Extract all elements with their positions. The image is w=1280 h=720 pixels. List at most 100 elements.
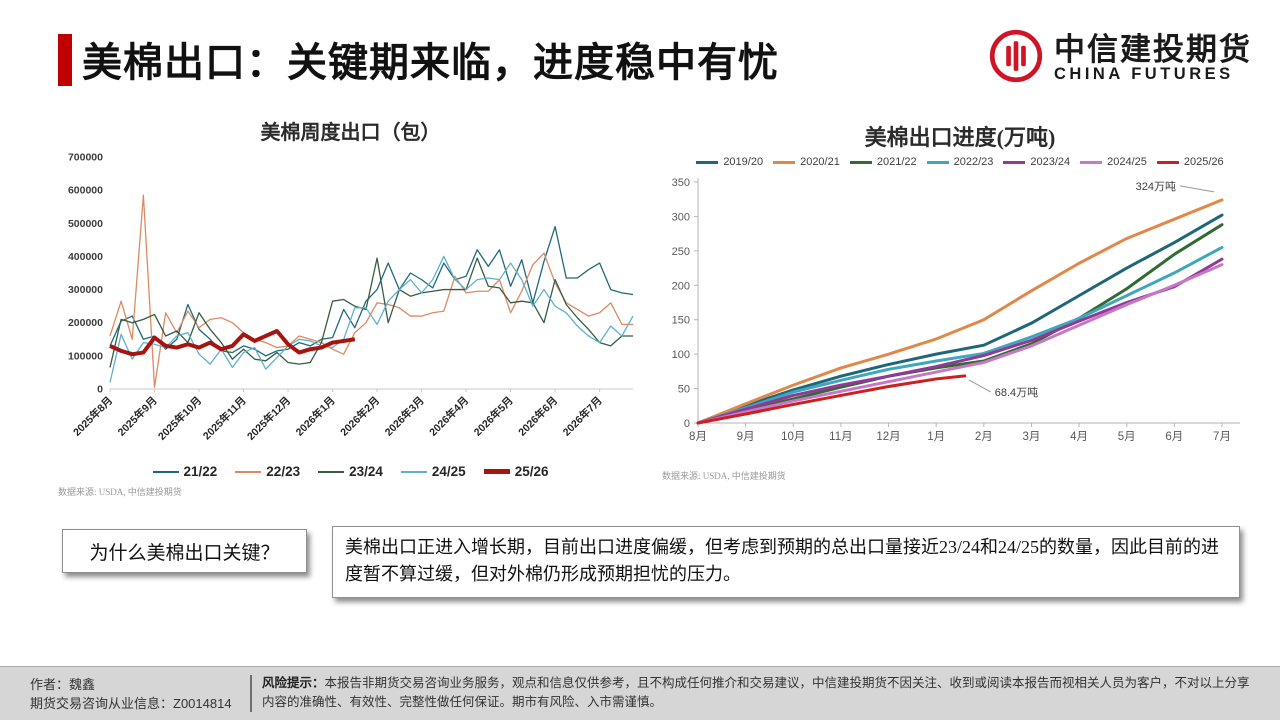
legend-swatch-icon xyxy=(318,470,345,473)
progress-chart-plot: 0 50 100 150 200 250 300 350 8月 9月 10月 11月 12月 1月 2月 3月… xyxy=(672,177,1240,443)
svg-text:7月: 7月 xyxy=(1213,431,1231,443)
footer-risk-label: 风险提示： xyxy=(262,676,325,690)
legend-label: 2023/24 xyxy=(1030,156,1071,168)
svg-text:11月: 11月 xyxy=(829,431,852,443)
svg-text:2025年9月: 2025年9月 xyxy=(115,394,160,439)
svg-text:2025年11月: 2025年11月 xyxy=(200,394,248,442)
svg-text:0: 0 xyxy=(97,384,103,396)
company-logo-icon xyxy=(988,28,1044,89)
legend-label: 2022/23 xyxy=(953,156,994,168)
legend-swatch-icon xyxy=(926,160,949,164)
svg-text:100: 100 xyxy=(672,349,690,361)
legend-item: 23/24 xyxy=(318,464,383,479)
svg-text:2026年4月: 2026年4月 xyxy=(427,394,472,439)
svg-text:9月: 9月 xyxy=(737,431,755,443)
legend-label: 22/23 xyxy=(266,464,301,479)
svg-text:350: 350 xyxy=(672,177,690,189)
question-text: 为什么美棉出口关键？ xyxy=(89,542,280,564)
legend-item: 21/22 xyxy=(152,464,218,479)
legend-label: 2025/26 xyxy=(1183,156,1224,168)
svg-text:4月: 4月 xyxy=(1070,431,1088,443)
company-logo: 中信建投期货 CHINA FUTURES xyxy=(988,28,1252,89)
footer-author-line1: 作者：魏鑫 xyxy=(30,677,96,692)
title-accent-bar xyxy=(58,34,72,86)
svg-text:100000: 100000 xyxy=(68,350,103,362)
legend-label: 2021/22 xyxy=(876,156,917,168)
answer-box: 美棉出口正进入增长期，目前出口进度偏缓，但考虑到预期的总出口量接近23/24和2… xyxy=(332,526,1240,598)
legend-item: 2022/23 xyxy=(926,156,994,168)
legend-swatch-icon xyxy=(849,160,872,164)
legend-item: 2025/26 xyxy=(1156,156,1224,168)
legend-swatch-icon xyxy=(152,470,179,473)
weekly-export-chart: 美棉周度出口（包） 0 100000 200000 300000 400000 50000… xyxy=(58,116,643,498)
progress-chart-legend: 2019/20 2020/21 2021/22 2022/23 2023/24 2024/… xyxy=(662,156,1258,168)
legend-label: 2020/21 xyxy=(800,156,840,168)
legend-item: 25/26 xyxy=(483,464,549,479)
footer-risk-text: 本报告非期货交易咨询业务服务，观点和信息仅供参考，且不构成任何推介和交易建议，中… xyxy=(262,676,1250,710)
svg-text:2026年1月: 2026年1月 xyxy=(293,394,338,439)
weekly-chart-plot: 0 100000 200000 300000 400000 500000 600000 700… xyxy=(68,152,634,443)
progress-chart: 美棉出口进度(万吨) 2019/20 2020/21 2021/22 2022/23 2… xyxy=(662,120,1258,482)
legend-swatch-icon xyxy=(1080,160,1103,164)
footer-risk: 风险提示：本报告非期货交易咨询业务服务，观点和信息仅供参考，且不构成任何推介和交… xyxy=(262,674,1252,713)
svg-text:2026年2月: 2026年2月 xyxy=(337,394,382,439)
weekly-chart-source: 数据来源: USDA, 中信建投期货 xyxy=(58,487,182,497)
legend-item: 2019/20 xyxy=(696,156,763,168)
footer: 作者：魏鑫 期货交易咨询从业信息：Z0014814 风险提示：本报告非期货交易咨… xyxy=(0,666,1280,720)
question-box: 为什么美棉出口关键？ xyxy=(62,529,307,573)
svg-text:400000: 400000 xyxy=(68,251,103,263)
svg-text:5月: 5月 xyxy=(1118,431,1136,443)
svg-text:2026年7月: 2026年7月 xyxy=(560,394,605,439)
svg-text:2月: 2月 xyxy=(975,431,993,443)
svg-text:300000: 300000 xyxy=(68,284,103,296)
legend-label: 2024/25 xyxy=(1107,156,1147,168)
svg-text:700000: 700000 xyxy=(68,152,103,164)
svg-text:6月: 6月 xyxy=(1165,431,1183,443)
annotation-68: 68.4万吨 xyxy=(995,386,1038,399)
svg-text:200: 200 xyxy=(672,280,690,292)
legend-item: 22/23 xyxy=(235,464,300,479)
answer-text: 美棉出口正进入增长期，目前出口进度偏缓，但考虑到预期的总出口量接近23/24和2… xyxy=(345,537,1219,584)
svg-text:1月: 1月 xyxy=(927,431,945,443)
svg-text:8月: 8月 xyxy=(689,431,707,443)
legend-label: 23/24 xyxy=(349,464,383,479)
legend-label: 21/22 xyxy=(183,464,218,479)
svg-text:2026年3月: 2026年3月 xyxy=(382,394,427,439)
legend-item: 2023/24 xyxy=(1003,156,1070,168)
svg-text:2025年8月: 2025年8月 xyxy=(70,394,115,439)
footer-author-line2: 期货交易咨询从业信息：Z0014814 xyxy=(30,695,232,711)
legend-item: 2021/22 xyxy=(849,156,917,168)
legend-label: 24/25 xyxy=(431,464,466,479)
svg-text:300: 300 xyxy=(672,211,690,223)
legend-swatch-icon xyxy=(773,160,796,164)
svg-text:3月: 3月 xyxy=(1023,431,1041,443)
legend-swatch-icon xyxy=(1156,160,1179,164)
weekly-chart-title: 美棉周度出口（包） xyxy=(260,122,441,144)
legend-swatch-icon xyxy=(235,470,262,473)
svg-text:600000: 600000 xyxy=(68,185,103,197)
page-title: 美棉出口：关键期来临，进度稳中有忧 xyxy=(82,41,779,85)
svg-text:500000: 500000 xyxy=(68,218,103,230)
progress-chart-source: 数据来源: USDA, 中信建投期货 xyxy=(662,471,786,481)
svg-text:150: 150 xyxy=(672,315,690,327)
legend-label: 2019/20 xyxy=(723,156,764,168)
legend-item: 2024/25 xyxy=(1080,156,1147,168)
svg-text:200000: 200000 xyxy=(68,317,103,329)
legend-swatch-icon xyxy=(1003,160,1026,164)
legend-swatch-icon xyxy=(483,469,510,474)
footer-author: 作者：魏鑫 期货交易咨询从业信息：Z0014814 xyxy=(30,676,232,714)
svg-text:10月: 10月 xyxy=(781,431,805,443)
svg-text:50: 50 xyxy=(678,384,690,396)
weekly-chart-legend: 21/22 22/23 23/24 24/25 25/26 xyxy=(58,464,643,479)
annotation-324: 324万吨 xyxy=(1136,180,1176,193)
legend-label: 25/26 xyxy=(514,464,549,479)
svg-text:2025年12月: 2025年12月 xyxy=(244,394,293,443)
legend-swatch-icon xyxy=(400,470,427,473)
svg-text:2026年5月: 2026年5月 xyxy=(471,394,516,439)
svg-text:2026年6月: 2026年6月 xyxy=(516,394,561,439)
legend-swatch-icon xyxy=(696,160,719,164)
svg-text:0: 0 xyxy=(684,418,690,430)
progress-chart-title: 美棉出口进度(万吨) xyxy=(864,125,1056,150)
svg-text:250: 250 xyxy=(672,246,690,258)
